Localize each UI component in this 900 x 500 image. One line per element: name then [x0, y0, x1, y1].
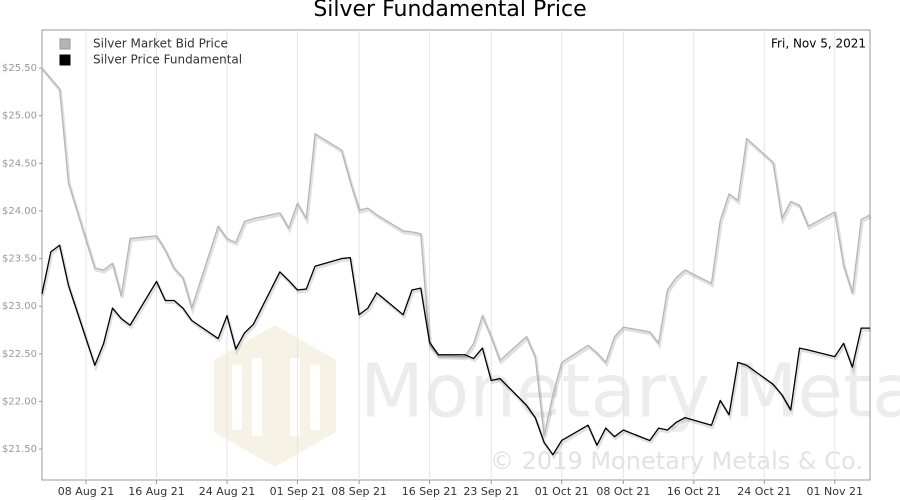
y-tick-label: $22.50	[2, 349, 37, 360]
date-annotation: Fri, Nov 5, 2021	[771, 37, 866, 51]
legend-swatch	[59, 54, 71, 66]
y-tick-label: $24.50	[2, 158, 37, 169]
x-tick-label: 01 Sep 21	[270, 485, 326, 498]
x-tick-label: 16 Oct 21	[667, 485, 721, 498]
y-tick-label: $23.50	[2, 254, 37, 265]
watermark: Monetary Metals	[360, 349, 900, 435]
x-tick-label: 24 Oct 21	[737, 485, 791, 498]
y-tick-label: $22.00	[2, 396, 37, 407]
series-line	[41, 67, 871, 437]
copyright: © 2019 Monetary Metals & Co.	[490, 447, 863, 475]
series-line	[41, 244, 870, 456]
x-tick-label: 08 Sep 21	[331, 485, 387, 498]
watermark-logo	[214, 325, 336, 467]
line-shadow	[41, 244, 871, 460]
legend-swatch	[59, 38, 71, 50]
x-tick-label: 16 Sep 21	[402, 485, 458, 498]
legend-label: Silver Price Fundamental	[93, 53, 242, 67]
x-tick-label: 16 Aug 21	[128, 485, 184, 498]
y-tick-label: $23.00	[2, 301, 37, 312]
y-tick-label: $24.00	[2, 206, 37, 217]
x-tick-label: 23 Sep 21	[463, 485, 519, 498]
legend-label: Silver Market Bid Price	[93, 37, 228, 51]
y-tick-label: $21.50	[2, 444, 37, 455]
plot-frame	[41, 29, 871, 481]
x-tick-label: 24 Aug 21	[199, 485, 255, 498]
x-tick-label: 08 Oct 21	[596, 485, 650, 498]
x-tick-label: 01 Nov 21	[807, 485, 863, 498]
chart-title: Silver Fundamental Price	[313, 0, 586, 22]
y-tick-label: $25.00	[2, 111, 37, 122]
y-tick-label: $25.50	[2, 63, 37, 74]
x-tick-label: 08 Aug 21	[58, 485, 114, 498]
x-tick-label: 01 Oct 21	[535, 485, 589, 498]
